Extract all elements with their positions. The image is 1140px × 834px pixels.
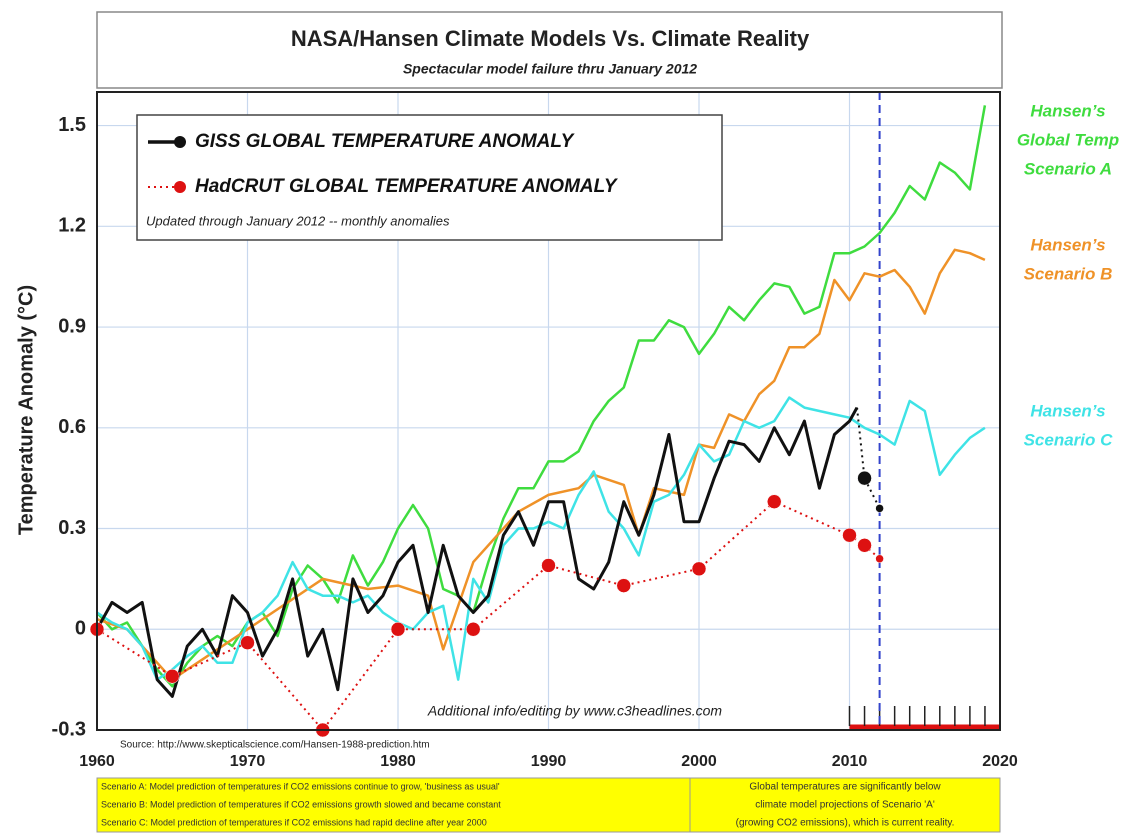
series-line	[856, 407, 881, 509]
y-tick-label: 0.6	[58, 416, 86, 438]
chart-title: NASA/Hansen Climate Models Vs. Climate R…	[291, 26, 810, 51]
y-tick-label: 0.9	[58, 315, 86, 337]
point	[541, 558, 556, 573]
point	[842, 527, 857, 543]
point	[857, 538, 872, 553]
point	[240, 635, 255, 650]
scenario-label: Hansen’s	[1030, 101, 1105, 120]
legend: GISS GLOBAL TEMPERATURE ANOMALY HadCRUT G…	[136, 114, 723, 241]
legend-label: GISS GLOBAL TEMPERATURE ANOMALY	[195, 131, 576, 152]
x-tick-label: 1980	[380, 753, 416, 770]
series-line	[96, 248, 986, 681]
y-axis-label: Temperature Anomaly (°C)	[15, 285, 37, 535]
plot-frame	[96, 91, 1001, 731]
y-tick-label: -0.3	[52, 718, 86, 740]
x-tick-label: 1970	[230, 753, 266, 770]
x-tick-label: 2020	[982, 753, 1018, 770]
scenario-label: Hansen’s	[1030, 401, 1105, 420]
x-tick-label: 2010	[832, 753, 868, 770]
legend-label: HadCRUT GLOBAL TEMPERATURE ANOMALY	[195, 176, 619, 197]
y-tick-label: 1.2	[58, 215, 86, 237]
y-tick-label: 0	[75, 618, 86, 640]
point	[691, 561, 707, 577]
legend-box	[136, 114, 723, 241]
chart-subtitle: Spectacular model failure thru January 2…	[403, 61, 697, 77]
scenario-label: Scenario C	[1024, 430, 1114, 449]
notes-left-box	[96, 777, 691, 833]
y-tick-label: 1.5	[58, 114, 86, 136]
title-box	[96, 11, 1003, 89]
note: Scenario A: Model prediction of temperat…	[101, 781, 500, 791]
legend-note: Updated through January 2012 -- monthly …	[146, 213, 450, 228]
series-line	[95, 406, 859, 698]
notes-right-box	[689, 777, 1001, 833]
credit: Additional info/editing by www.c3headlin…	[427, 703, 723, 719]
x-tick-label: 1960	[79, 753, 115, 770]
source: Source: http://www.skepticalscience.com/…	[120, 740, 430, 751]
point	[875, 504, 884, 513]
point	[875, 554, 884, 563]
legend-marker	[174, 181, 186, 193]
series-line	[96, 500, 881, 731]
scenario-label: Scenario B	[1024, 264, 1113, 283]
point	[165, 669, 180, 684]
x-tick-label: 1990	[531, 753, 567, 770]
scenario-label: Scenario A	[1024, 159, 1112, 178]
point	[767, 494, 782, 509]
scenario-label: Global Temp	[1017, 130, 1119, 149]
note: (growing CO2 emissions), which is curren…	[736, 818, 955, 829]
note: Scenario C: Model prediction of temperat…	[101, 817, 487, 827]
point	[857, 470, 872, 486]
point	[390, 622, 406, 637]
scenario-label: Hansen’s	[1030, 235, 1105, 254]
legend-marker	[174, 136, 186, 148]
note: climate model projections of Scenario 'A…	[755, 800, 935, 811]
x-tick-label: 2000	[681, 753, 717, 770]
point	[616, 578, 631, 593]
note: Global temperatures are significantly be…	[749, 782, 941, 793]
note: Scenario B: Model prediction of temperat…	[101, 799, 501, 809]
plot	[89, 92, 1000, 738]
point	[466, 622, 481, 637]
y-tick-label: 0.3	[58, 517, 86, 539]
